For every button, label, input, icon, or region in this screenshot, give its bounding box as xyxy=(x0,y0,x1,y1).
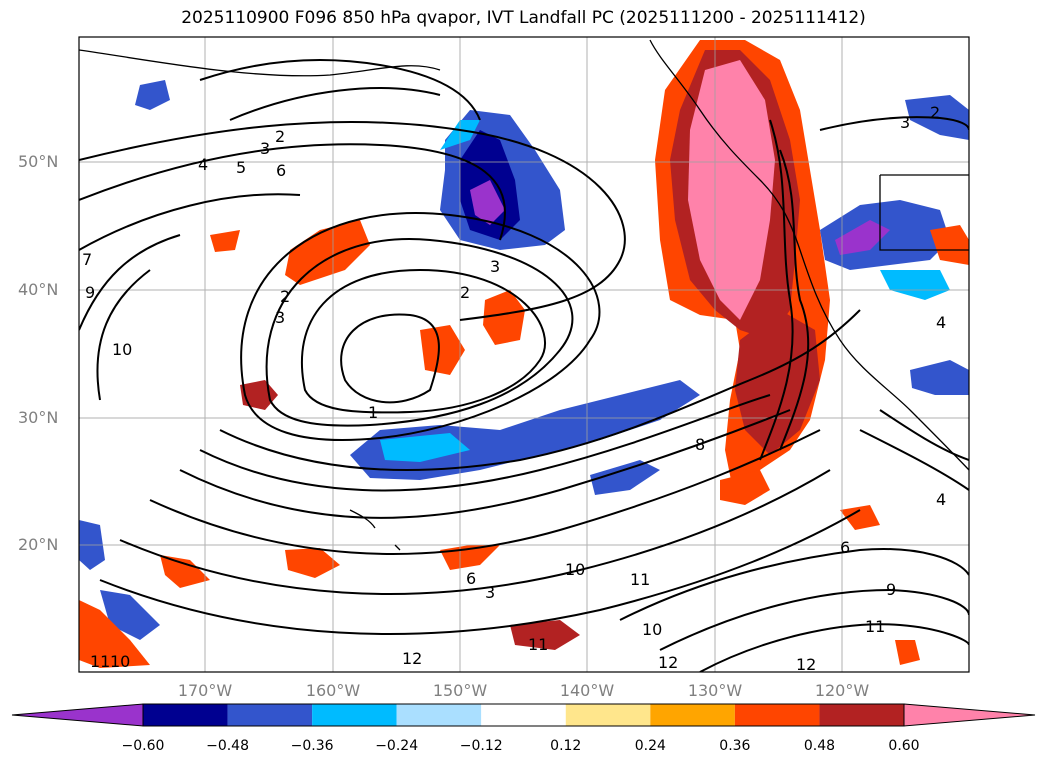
contour-label: 4 xyxy=(936,313,946,332)
colorbar-tick-label: 0.24 xyxy=(634,738,666,754)
contour-label: 12 xyxy=(402,649,422,668)
colorbar-tick-label: −0.60 xyxy=(121,738,165,754)
colorbar-tick-label: 0.60 xyxy=(888,738,920,754)
contour-label: 8 xyxy=(695,435,705,454)
contour-label: 2 xyxy=(280,287,290,306)
lat-label-50n: 50°N xyxy=(18,152,59,171)
colorbar-segment xyxy=(819,704,904,726)
coastlines xyxy=(79,39,969,551)
colorbar-tick-label: −0.12 xyxy=(459,738,503,754)
contour-label: 10 xyxy=(110,652,130,671)
colorbar-segment xyxy=(396,704,482,726)
colorbar-segment xyxy=(481,704,566,726)
contour-label: 7 xyxy=(82,250,92,269)
lon-label-170w: 170°W xyxy=(177,681,233,700)
contour-label: 6 xyxy=(276,161,286,180)
contour-label: 3 xyxy=(275,308,285,327)
colorbar-extend-min xyxy=(11,703,144,727)
colorbar-tick-label: −0.48 xyxy=(206,738,249,754)
colorbar-segment xyxy=(650,704,735,726)
map-title: 2025110900 F096 850 hPa qvapor, IVT Land… xyxy=(181,8,866,28)
contour-label: 2 xyxy=(460,283,470,302)
colorbar-tick-label: −0.24 xyxy=(375,738,419,754)
contour-label: 4 xyxy=(936,490,946,509)
contour-label: 11 xyxy=(90,652,110,671)
lon-label-120w: 120°W xyxy=(814,681,870,700)
colorbar-segment xyxy=(734,704,820,726)
colorbar-segment xyxy=(565,704,651,726)
contour-label: 2 xyxy=(930,103,940,122)
colorbar-extend-max xyxy=(903,703,1036,727)
contour-label: 3 xyxy=(900,113,910,132)
map-frame xyxy=(78,36,970,673)
contour-labels: 2 3 4 5 6 7 9 10 3 2 1 3 2 3 8 6 11 10 1… xyxy=(82,103,946,674)
contour-label: 12 xyxy=(796,655,816,674)
colorbar-segment xyxy=(312,704,397,726)
strong-positive-core xyxy=(688,60,775,320)
colorbar-tick-label: −0.36 xyxy=(290,738,334,754)
contour-label: 11 xyxy=(865,617,885,636)
ivt-contours xyxy=(79,59,969,672)
lon-label-150w: 150°W xyxy=(432,681,488,700)
colorbar-tick-label: 0.12 xyxy=(550,738,582,754)
contour-label: 10 xyxy=(642,620,662,639)
contour-label: 2 xyxy=(275,127,285,146)
contour-label: 9 xyxy=(886,580,896,599)
contour-label: 3 xyxy=(490,257,500,276)
contour-label: 5 xyxy=(236,158,246,177)
contour-label: 3 xyxy=(485,583,495,602)
graticule xyxy=(79,37,969,672)
lat-label-20n: 20°N xyxy=(18,535,59,554)
contour-label: 6 xyxy=(466,569,476,588)
contour-label: 9 xyxy=(85,283,95,302)
contour-label: 12 xyxy=(658,653,678,672)
lon-label-140w: 140°W xyxy=(559,681,615,700)
colorbar-segment xyxy=(143,704,228,726)
colorbar-tick-label: 0.48 xyxy=(803,738,836,754)
contour-label: 11 xyxy=(630,570,650,589)
colorbar-segment xyxy=(227,704,313,726)
contour-label: 10 xyxy=(112,340,132,359)
contour-label: 11 xyxy=(528,635,548,654)
lon-label-160w: 160°W xyxy=(305,681,361,700)
contour-label: 10 xyxy=(565,560,585,579)
colorbar-tick-label: 0.36 xyxy=(719,738,751,754)
contour-label: 4 xyxy=(198,155,208,174)
contour-label: 1 xyxy=(368,403,378,422)
contour-label: 3 xyxy=(260,139,270,158)
colorbar-frame xyxy=(142,703,905,727)
lat-label-40n: 40°N xyxy=(18,280,59,299)
lat-label-30n: 30°N xyxy=(18,408,59,427)
contour-label: 6 xyxy=(840,538,850,557)
lon-label-130w: 130°W xyxy=(687,681,743,700)
colorbar xyxy=(11,703,1036,727)
